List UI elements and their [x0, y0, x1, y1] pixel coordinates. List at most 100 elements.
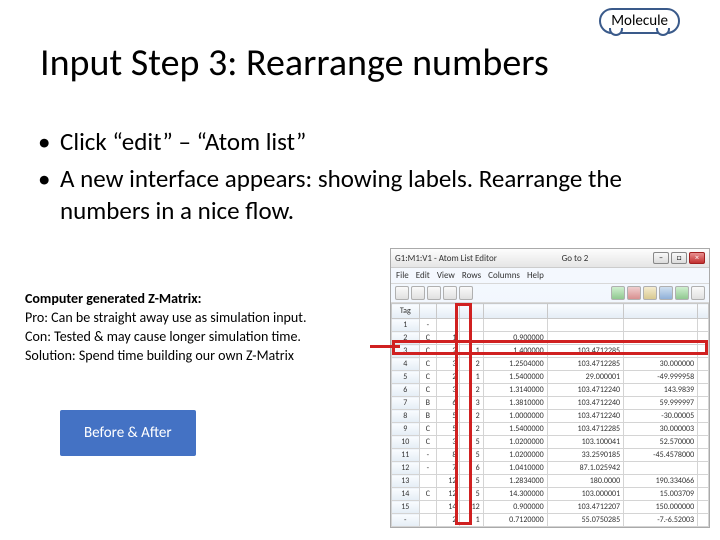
tool-icon[interactable]: [643, 286, 657, 300]
table-cell[interactable]: 1.400000: [483, 345, 547, 358]
tool-icon[interactable]: [691, 286, 705, 300]
table-cell[interactable]: [460, 319, 483, 332]
table-cell[interactable]: [419, 475, 437, 488]
column-header[interactable]: [624, 304, 698, 319]
table-cell[interactable]: 1: [460, 514, 483, 527]
table-cell[interactable]: 190.334066: [624, 475, 698, 488]
table-cell[interactable]: [698, 410, 709, 423]
table-cell[interactable]: 12: [392, 462, 420, 475]
tool-icon[interactable]: [627, 286, 641, 300]
menu-item[interactable]: Help: [527, 270, 544, 281]
column-header[interactable]: [460, 304, 483, 319]
menu-item[interactable]: Columns: [488, 270, 520, 281]
table-cell[interactable]: C: [419, 332, 437, 345]
table-cell[interactable]: C: [419, 384, 437, 397]
table-cell[interactable]: [698, 319, 709, 332]
table-cell[interactable]: B: [419, 410, 437, 423]
table-cell[interactable]: [698, 332, 709, 345]
table-cell[interactable]: [419, 501, 437, 514]
table-cell[interactable]: [698, 501, 709, 514]
table-cell[interactable]: 7: [392, 397, 420, 410]
table-cell[interactable]: C: [419, 488, 437, 501]
table-cell[interactable]: 103.4712240: [547, 410, 623, 423]
table-row[interactable]: 6C321.3140000103.4712240143.9839: [392, 384, 709, 397]
table-cell[interactable]: 2: [460, 423, 483, 436]
minimize-button[interactable]: –: [653, 252, 669, 264]
table-row[interactable]: 8B521.0000000103.4712240-30.00005: [392, 410, 709, 423]
table-cell[interactable]: 3: [437, 436, 460, 449]
tool-icon[interactable]: [443, 286, 457, 300]
table-cell[interactable]: 3: [437, 358, 460, 371]
table-cell[interactable]: [547, 319, 623, 332]
table-cell[interactable]: 2: [437, 371, 460, 384]
table-cell[interactable]: 1.0200000: [483, 449, 547, 462]
table-cell[interactable]: 180.0000: [547, 475, 623, 488]
table-cell[interactable]: [698, 423, 709, 436]
menu-item[interactable]: View: [437, 270, 455, 281]
table-cell[interactable]: 5: [437, 410, 460, 423]
table-cell[interactable]: 6: [460, 462, 483, 475]
table-cell[interactable]: 1.2834000: [483, 475, 547, 488]
table-cell[interactable]: 14.300000: [483, 488, 547, 501]
table-cell[interactable]: 0.7120000: [483, 514, 547, 527]
table-cell[interactable]: 1: [460, 371, 483, 384]
tool-icon[interactable]: [611, 286, 625, 300]
table-cell[interactable]: 14: [392, 488, 420, 501]
table-cell[interactable]: C: [419, 345, 437, 358]
table-cell[interactable]: C: [419, 358, 437, 371]
table-cell[interactable]: 15.003709: [624, 488, 698, 501]
column-header[interactable]: [437, 304, 460, 319]
table-cell[interactable]: 103.100041: [547, 436, 623, 449]
table-cell[interactable]: 2: [460, 358, 483, 371]
column-header[interactable]: [547, 304, 623, 319]
table-cell[interactable]: 1: [392, 319, 420, 332]
table-cell[interactable]: [624, 319, 698, 332]
table-cell[interactable]: 8: [437, 449, 460, 462]
table-cell[interactable]: C: [419, 423, 437, 436]
table-cell[interactable]: 0.900000: [483, 332, 547, 345]
table-row[interactable]: 9C521.5400000103.471228530.000003: [392, 423, 709, 436]
table-cell[interactable]: 8: [392, 410, 420, 423]
table-cell[interactable]: [460, 332, 483, 345]
table-row[interactable]: 5C211.540000029.000001-49.999958: [392, 371, 709, 384]
table-row[interactable]: 4C321.2504000103.471228530.000000: [392, 358, 709, 371]
column-header[interactable]: [698, 304, 709, 319]
table-cell[interactable]: 4: [392, 358, 420, 371]
table-cell[interactable]: [698, 371, 709, 384]
table-cell[interactable]: C: [419, 436, 437, 449]
table-cell[interactable]: 143.9839: [624, 384, 698, 397]
table-cell[interactable]: 3: [460, 397, 483, 410]
menu-item[interactable]: File: [396, 270, 409, 281]
table-cell[interactable]: B: [419, 397, 437, 410]
table-cell[interactable]: [698, 397, 709, 410]
table-cell[interactable]: 33.2590185: [547, 449, 623, 462]
tool-icon[interactable]: [395, 286, 409, 300]
table-row[interactable]: 10C351.0200000103.10004152.570000: [392, 436, 709, 449]
table-cell[interactable]: [547, 332, 623, 345]
table-cell[interactable]: 150.000000: [624, 501, 698, 514]
column-header[interactable]: [419, 304, 437, 319]
column-header[interactable]: [483, 304, 547, 319]
table-row[interactable]: 11-851.020000033.2590185-45.4578000: [392, 449, 709, 462]
table-cell[interactable]: 14: [437, 501, 460, 514]
table-row[interactable]: 1514120.900000103.4712207150.000000: [392, 501, 709, 514]
table-cell[interactable]: 1.5400000: [483, 423, 547, 436]
table-cell[interactable]: 2: [460, 410, 483, 423]
tool-icon[interactable]: [411, 286, 425, 300]
close-button[interactable]: ×: [689, 252, 705, 264]
table-cell[interactable]: 3: [437, 384, 460, 397]
table-cell[interactable]: 103.4712285: [547, 423, 623, 436]
table-cell[interactable]: 6: [437, 397, 460, 410]
table-cell[interactable]: 11: [392, 449, 420, 462]
table-cell[interactable]: [698, 462, 709, 475]
table-row[interactable]: 3C211.400000103.4712285: [392, 345, 709, 358]
table-cell[interactable]: 12: [437, 475, 460, 488]
table-cell[interactable]: 1: [460, 345, 483, 358]
table-cell[interactable]: [624, 462, 698, 475]
table-cell[interactable]: 103.4712207: [547, 501, 623, 514]
table-cell[interactable]: [698, 345, 709, 358]
table-cell[interactable]: 1.3140000: [483, 384, 547, 397]
table-row[interactable]: 131251.2834000180.0000190.334066: [392, 475, 709, 488]
table-row[interactable]: 2C10.900000: [392, 332, 709, 345]
table-cell[interactable]: -: [419, 449, 437, 462]
